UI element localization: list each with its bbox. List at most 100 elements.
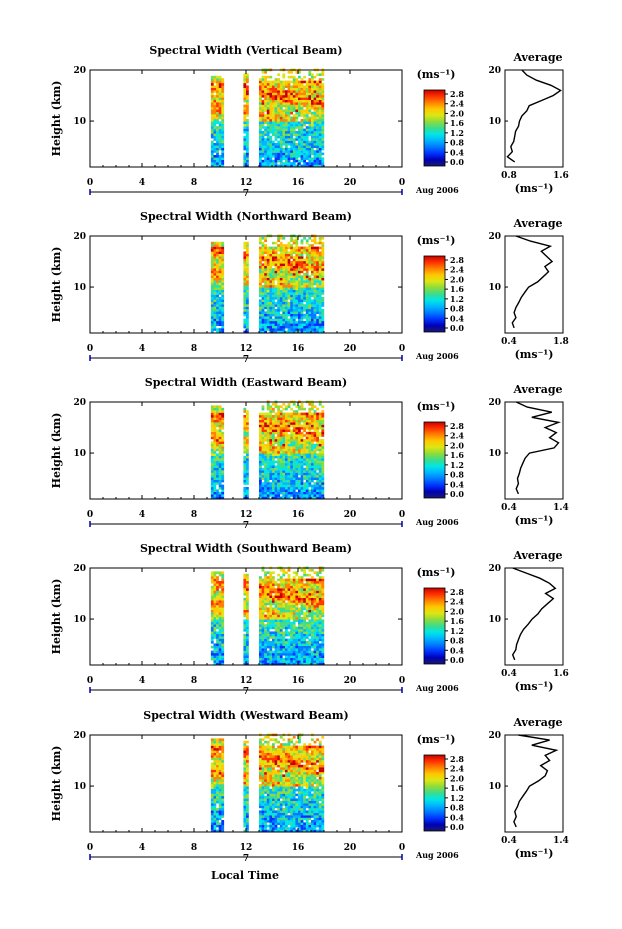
heatmap-cell <box>264 446 267 449</box>
heatmap-cell <box>295 417 299 420</box>
heatmap-cell <box>279 109 283 112</box>
heatmap-cell <box>210 446 214 449</box>
heatmap-cell <box>318 301 322 305</box>
heatmap-cell <box>287 162 291 165</box>
average-frame <box>504 235 564 334</box>
heatmap-cell <box>259 626 262 630</box>
heatmap-cell <box>292 162 296 165</box>
heatmap-cell <box>290 475 293 478</box>
heatmap-cell <box>261 484 265 488</box>
heatmap-cell <box>311 97 314 100</box>
heatmap-cell <box>210 443 214 447</box>
heatmap-cell <box>282 249 286 252</box>
heatmap-cell <box>266 436 270 440</box>
heatmap-cell <box>272 147 275 151</box>
heatmap-cell <box>290 590 293 594</box>
heatmap-cell <box>292 306 296 310</box>
heatmap-cell <box>316 427 319 430</box>
heatmap-cell <box>300 287 304 290</box>
heatmap-cell <box>321 131 325 134</box>
heatmap-cell <box>261 482 265 485</box>
heatmap-cell <box>277 431 280 435</box>
heatmap-cell <box>261 443 265 447</box>
heatmap-cell <box>303 631 306 634</box>
heatmap-cell <box>216 448 219 452</box>
heatmap-cell <box>277 80 280 84</box>
heatmap-cell <box>311 116 314 120</box>
heatmap-cell <box>282 595 286 598</box>
heatmap-cell <box>243 636 247 639</box>
heatmap-cell <box>282 415 286 418</box>
heatmap-cell <box>216 323 219 326</box>
heatmap-cell <box>218 97 222 100</box>
heatmap-cell <box>311 491 314 495</box>
heatmap-cell <box>285 297 288 300</box>
heatmap-cell <box>210 152 214 156</box>
heatmap-cell <box>264 263 267 266</box>
heatmap-cell <box>282 304 286 307</box>
heatmap-cell <box>259 460 262 464</box>
heatmap-cell <box>318 638 322 642</box>
heatmap-cell <box>287 573 291 577</box>
heatmap-cell <box>218 600 222 603</box>
heatmap-cell <box>213 249 217 252</box>
heatmap-cell <box>305 422 309 425</box>
heatmap-cell <box>266 636 270 639</box>
heatmap-cell <box>313 653 317 656</box>
heatmap-cell <box>218 453 222 456</box>
heatmap-cell <box>279 263 283 266</box>
heatmap-cell <box>321 121 325 124</box>
x-tick-label: 4 <box>139 510 145 520</box>
avg-x-tick-label: 1.6 <box>553 171 569 181</box>
heatmap-cell <box>305 617 309 620</box>
heatmap-cell <box>259 484 262 488</box>
heatmap-cell <box>266 617 270 620</box>
heatmap-cell <box>210 621 214 625</box>
heatmap-cell <box>300 405 304 408</box>
heatmap-cell <box>305 475 309 478</box>
heatmap-cell <box>300 277 304 281</box>
heatmap-cell <box>279 460 283 464</box>
heatmap-cell <box>213 424 217 428</box>
heatmap-cell <box>213 123 217 127</box>
heatmap-cell <box>292 330 296 334</box>
heatmap-cell <box>311 131 314 134</box>
heatmap-cell <box>318 131 322 134</box>
heatmap-cell <box>279 633 283 637</box>
heatmap-cell <box>243 313 247 317</box>
heatmap-cell <box>216 648 219 651</box>
heatmap-cell <box>266 489 270 492</box>
heatmap-cell <box>313 443 317 447</box>
heatmap-cell <box>308 265 312 269</box>
heatmap-cell <box>269 626 273 630</box>
heatmap-cell <box>287 116 291 120</box>
heatmap-cell <box>292 496 296 500</box>
heatmap-cell <box>313 155 317 158</box>
heatmap-cell <box>246 135 249 139</box>
heatmap-cell <box>321 109 325 112</box>
heatmap-cell <box>313 453 317 456</box>
heatmap-cell <box>213 581 217 584</box>
heatmap-cell <box>295 595 299 598</box>
heatmap-cell <box>300 631 304 634</box>
heatmap-cell <box>308 328 312 331</box>
heatmap-cell <box>246 662 249 666</box>
heatmap-cell <box>266 643 270 646</box>
heatmap-cell <box>210 85 214 88</box>
heatmap-cell <box>213 328 217 331</box>
heatmap-cell <box>213 439 217 442</box>
heatmap-cell <box>213 265 217 269</box>
heatmap-cell <box>216 609 219 613</box>
heatmap-cell <box>216 419 219 423</box>
heatmap-cell <box>295 275 299 278</box>
heatmap-cell <box>216 482 219 485</box>
heatmap-cell <box>287 434 291 437</box>
heatmap-cell <box>279 472 283 476</box>
heatmap-cell <box>300 289 304 293</box>
heatmap-cell <box>259 251 262 254</box>
heatmap-cell <box>269 277 273 281</box>
heatmap-cell <box>318 256 322 259</box>
heatmap-cell <box>213 479 217 483</box>
heatmap-cell <box>313 80 317 84</box>
heatmap-cell <box>279 602 283 606</box>
